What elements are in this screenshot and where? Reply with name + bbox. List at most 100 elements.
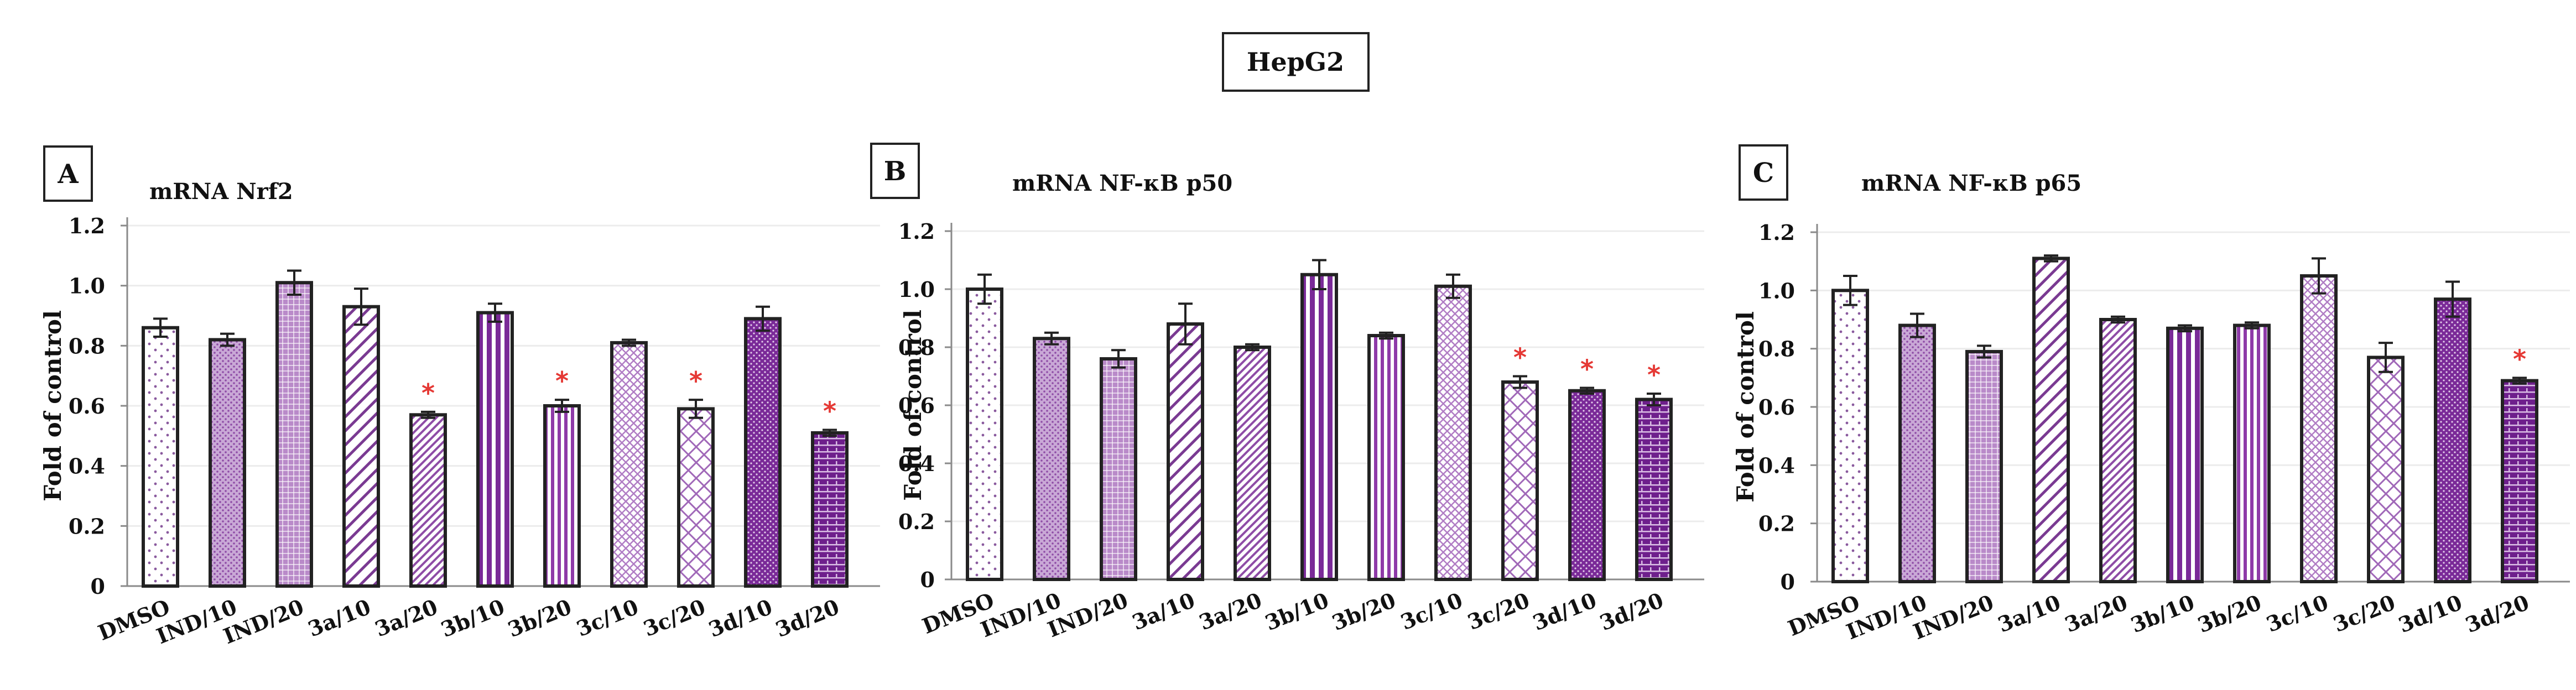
bar [1302,274,1336,579]
bar [612,342,646,586]
bar [2436,299,2470,582]
bar [545,406,579,586]
x-tick-label: 3a/20 [2061,590,2131,637]
bar [2168,328,2202,582]
significance-star: * [689,366,702,396]
bar [1235,347,1269,579]
x-tick-label: 3a/10 [1128,588,1198,635]
bar [1034,338,1069,579]
bar [1503,382,1537,579]
bar [1900,325,1934,582]
x-tick-label: 3b/20 [504,594,575,642]
bar [1168,324,1203,579]
significance-star: * [1647,360,1661,390]
bar [1101,359,1136,579]
y-tick-label: 0 [1781,569,1795,594]
bar [1369,336,1403,579]
x-tick-label: 3c/20 [1464,588,1533,635]
y-tick-label: 1.2 [1758,220,1795,245]
y-tick-label: 1.0 [69,274,105,299]
bar [679,409,713,586]
bar [1436,286,1470,579]
y-tick-label: 0.8 [898,335,935,360]
x-tick-label: 3a/10 [304,594,374,642]
panel-letter-box [43,145,93,202]
bar [411,415,445,586]
y-tick-label: 0.8 [1758,337,1795,362]
x-tick-label: 3d/10 [2395,590,2465,638]
y-tick-label: 0.6 [898,393,935,418]
bar [277,283,311,586]
y-axis-label: Fold of control [39,310,66,501]
y-tick-label: 0.6 [1758,395,1795,420]
y-tick-label: 0 [91,574,105,599]
x-tick-label: 3c/20 [640,594,709,641]
panel-letter: B [884,156,907,187]
significance-star: * [1580,354,1594,384]
x-tick-label: 3c/10 [1397,588,1466,635]
panel-letter: A [57,159,79,190]
significance-star: * [1513,343,1527,373]
panel-letter: C [1753,158,1774,189]
significance-star: * [2513,344,2526,374]
x-tick-label: 3d/10 [705,594,776,642]
y-tick-label: 1.2 [898,219,935,244]
y-tick-label: 0.6 [69,394,105,419]
x-tick-label: 3d/20 [2461,590,2532,638]
chart-title: mRNA NF-κB p65 [1861,170,2081,196]
bar [1637,399,1671,579]
figure-title: HepG2 [1247,47,1344,77]
y-tick-label: 0 [920,567,935,592]
x-tick-label: 3d/20 [1596,588,1667,636]
y-axis-label: Fold of control [1732,311,1759,503]
panel-letter-box [870,143,920,199]
y-axis-label: Fold of control [899,310,927,501]
x-tick-label: 3b/20 [2194,590,2265,638]
bar [2302,276,2336,582]
bar [344,306,378,586]
y-tick-label: 0.2 [69,514,105,539]
y-tick-label: 1.0 [898,277,935,302]
bar [1833,290,1867,582]
bar [210,339,244,586]
x-tick-label: 3b/10 [1261,588,1332,636]
y-tick-label: 0.4 [1758,453,1795,478]
x-tick-label: 3d/20 [772,594,842,642]
bar [143,327,178,586]
x-tick-label: 3a/20 [1195,588,1265,635]
significance-star: * [421,378,435,408]
bar [2034,258,2068,582]
bar [967,289,1002,579]
bar [746,318,780,586]
x-tick-label: 3b/10 [2127,590,2198,638]
x-tick-label: 3a/10 [1994,590,2064,637]
y-tick-label: 1.2 [69,213,105,238]
x-tick-label: 3c/20 [2330,590,2399,637]
figure-title-box [1222,32,1370,92]
y-tick-label: 0.2 [1758,511,1795,536]
bar [1967,351,2001,582]
chart-title: mRNA Nrf2 [149,179,293,205]
y-tick-label: 0.4 [898,451,935,476]
panel-letter-box [1739,144,1788,201]
bar [2502,380,2537,582]
bar [1570,390,1604,579]
x-tick-label: 3a/20 [371,594,441,642]
x-tick-label: 3b/20 [1328,588,1399,636]
bar [2369,357,2403,582]
bar [478,312,512,586]
bar [2101,320,2135,582]
x-tick-label: 3c/10 [573,594,642,641]
chart-title: mRNA NF-κB p50 [1012,170,1232,196]
y-tick-label: 0.8 [69,333,105,358]
x-tick-label: 3c/10 [2263,590,2332,637]
x-tick-label: 3d/10 [1529,588,1600,636]
significance-star: * [823,396,836,426]
bar [2235,325,2269,582]
y-tick-label: 0.4 [69,454,105,479]
